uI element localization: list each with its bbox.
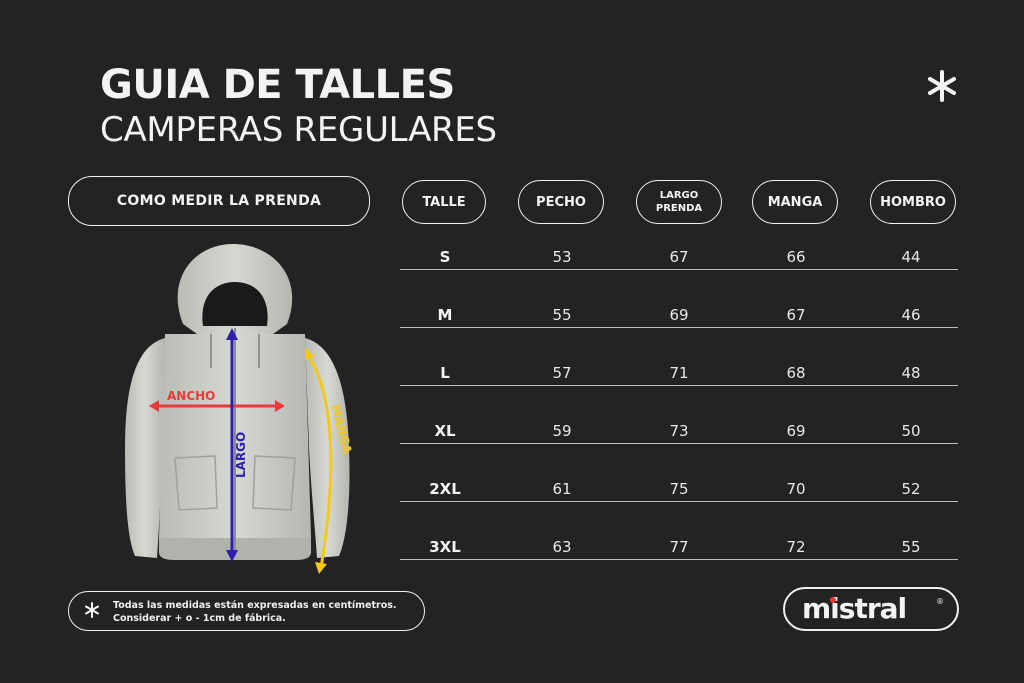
cell-manga: 70 — [786, 480, 806, 498]
brand-logo: mistral ® — [783, 587, 959, 631]
largo-measure-arrow — [226, 328, 238, 562]
cell-largo: 73 — [669, 422, 689, 440]
cell-pecho: 57 — [552, 364, 572, 382]
registered-mark: ® — [936, 597, 944, 606]
asterisk-icon — [85, 602, 99, 618]
brand-name: mistral — [802, 592, 906, 625]
row-divider — [400, 501, 958, 502]
cell-manga: 69 — [786, 422, 806, 440]
cell-largo: 75 — [669, 480, 689, 498]
note-line-2: Considerar + o - 1cm de fábrica. — [113, 613, 286, 624]
cell-talle: 2XL — [429, 480, 461, 498]
row-divider — [400, 327, 958, 328]
mistral-logo: mistral ® — [802, 592, 944, 625]
page-subtitle: CAMPERAS REGULARES — [100, 110, 497, 150]
cell-hombro: 50 — [901, 422, 921, 440]
cell-hombro: 55 — [901, 538, 921, 556]
row-divider — [400, 269, 958, 270]
cell-talle: S — [439, 248, 451, 266]
cell-pecho: 59 — [552, 422, 572, 440]
manga-measure-arrow — [305, 348, 333, 574]
cell-manga: 72 — [786, 538, 806, 556]
row-divider — [400, 443, 958, 444]
cell-largo: 67 — [669, 248, 689, 266]
column-header-manga: MANGA — [752, 180, 838, 224]
column-header-largo: LARGO PRENDA — [636, 180, 722, 224]
column-header-pecho: PECHO — [518, 180, 604, 224]
how-to-measure-button[interactable]: COMO MEDIR LA PRENDA — [68, 176, 370, 226]
cell-manga: 66 — [786, 248, 806, 266]
cell-pecho: 61 — [552, 480, 572, 498]
cell-talle: M — [437, 306, 453, 324]
cell-hombro: 52 — [901, 480, 921, 498]
cell-largo: 69 — [669, 306, 689, 324]
asterisk-icon — [928, 70, 956, 102]
largo-label: LARGO — [234, 432, 248, 478]
hoodie-illustration — [125, 244, 350, 560]
cell-hombro: 44 — [901, 248, 921, 266]
note-text: Todas las medidas están expresadas en ce… — [113, 599, 396, 625]
cell-pecho: 53 — [552, 248, 572, 266]
column-header-hombro: HOMBRO — [870, 180, 956, 224]
cell-talle: 3XL — [429, 538, 461, 556]
measurement-note: Todas las medidas están expresadas en ce… — [68, 591, 425, 631]
cell-talle: L — [440, 364, 450, 382]
cell-largo: 77 — [669, 538, 689, 556]
ancho-label: ANCHO — [167, 389, 215, 403]
row-divider — [400, 559, 958, 560]
ancho-measure-arrow — [149, 400, 285, 412]
page-title: GUIA DE TALLES — [100, 62, 455, 108]
cell-hombro: 48 — [901, 364, 921, 382]
cell-pecho: 55 — [552, 306, 572, 324]
cell-manga: 68 — [786, 364, 806, 382]
column-header-talle: TALLE — [402, 180, 486, 224]
note-line-1: Todas las medidas están expresadas en ce… — [113, 600, 397, 611]
cell-pecho: 63 — [552, 538, 572, 556]
row-divider — [400, 385, 958, 386]
jacket-diagram: ANCHO LARGO MANGA — [125, 244, 355, 574]
cell-hombro: 46 — [901, 306, 921, 324]
cell-largo: 71 — [669, 364, 689, 382]
cell-talle: XL — [434, 422, 456, 440]
cell-manga: 67 — [786, 306, 806, 324]
